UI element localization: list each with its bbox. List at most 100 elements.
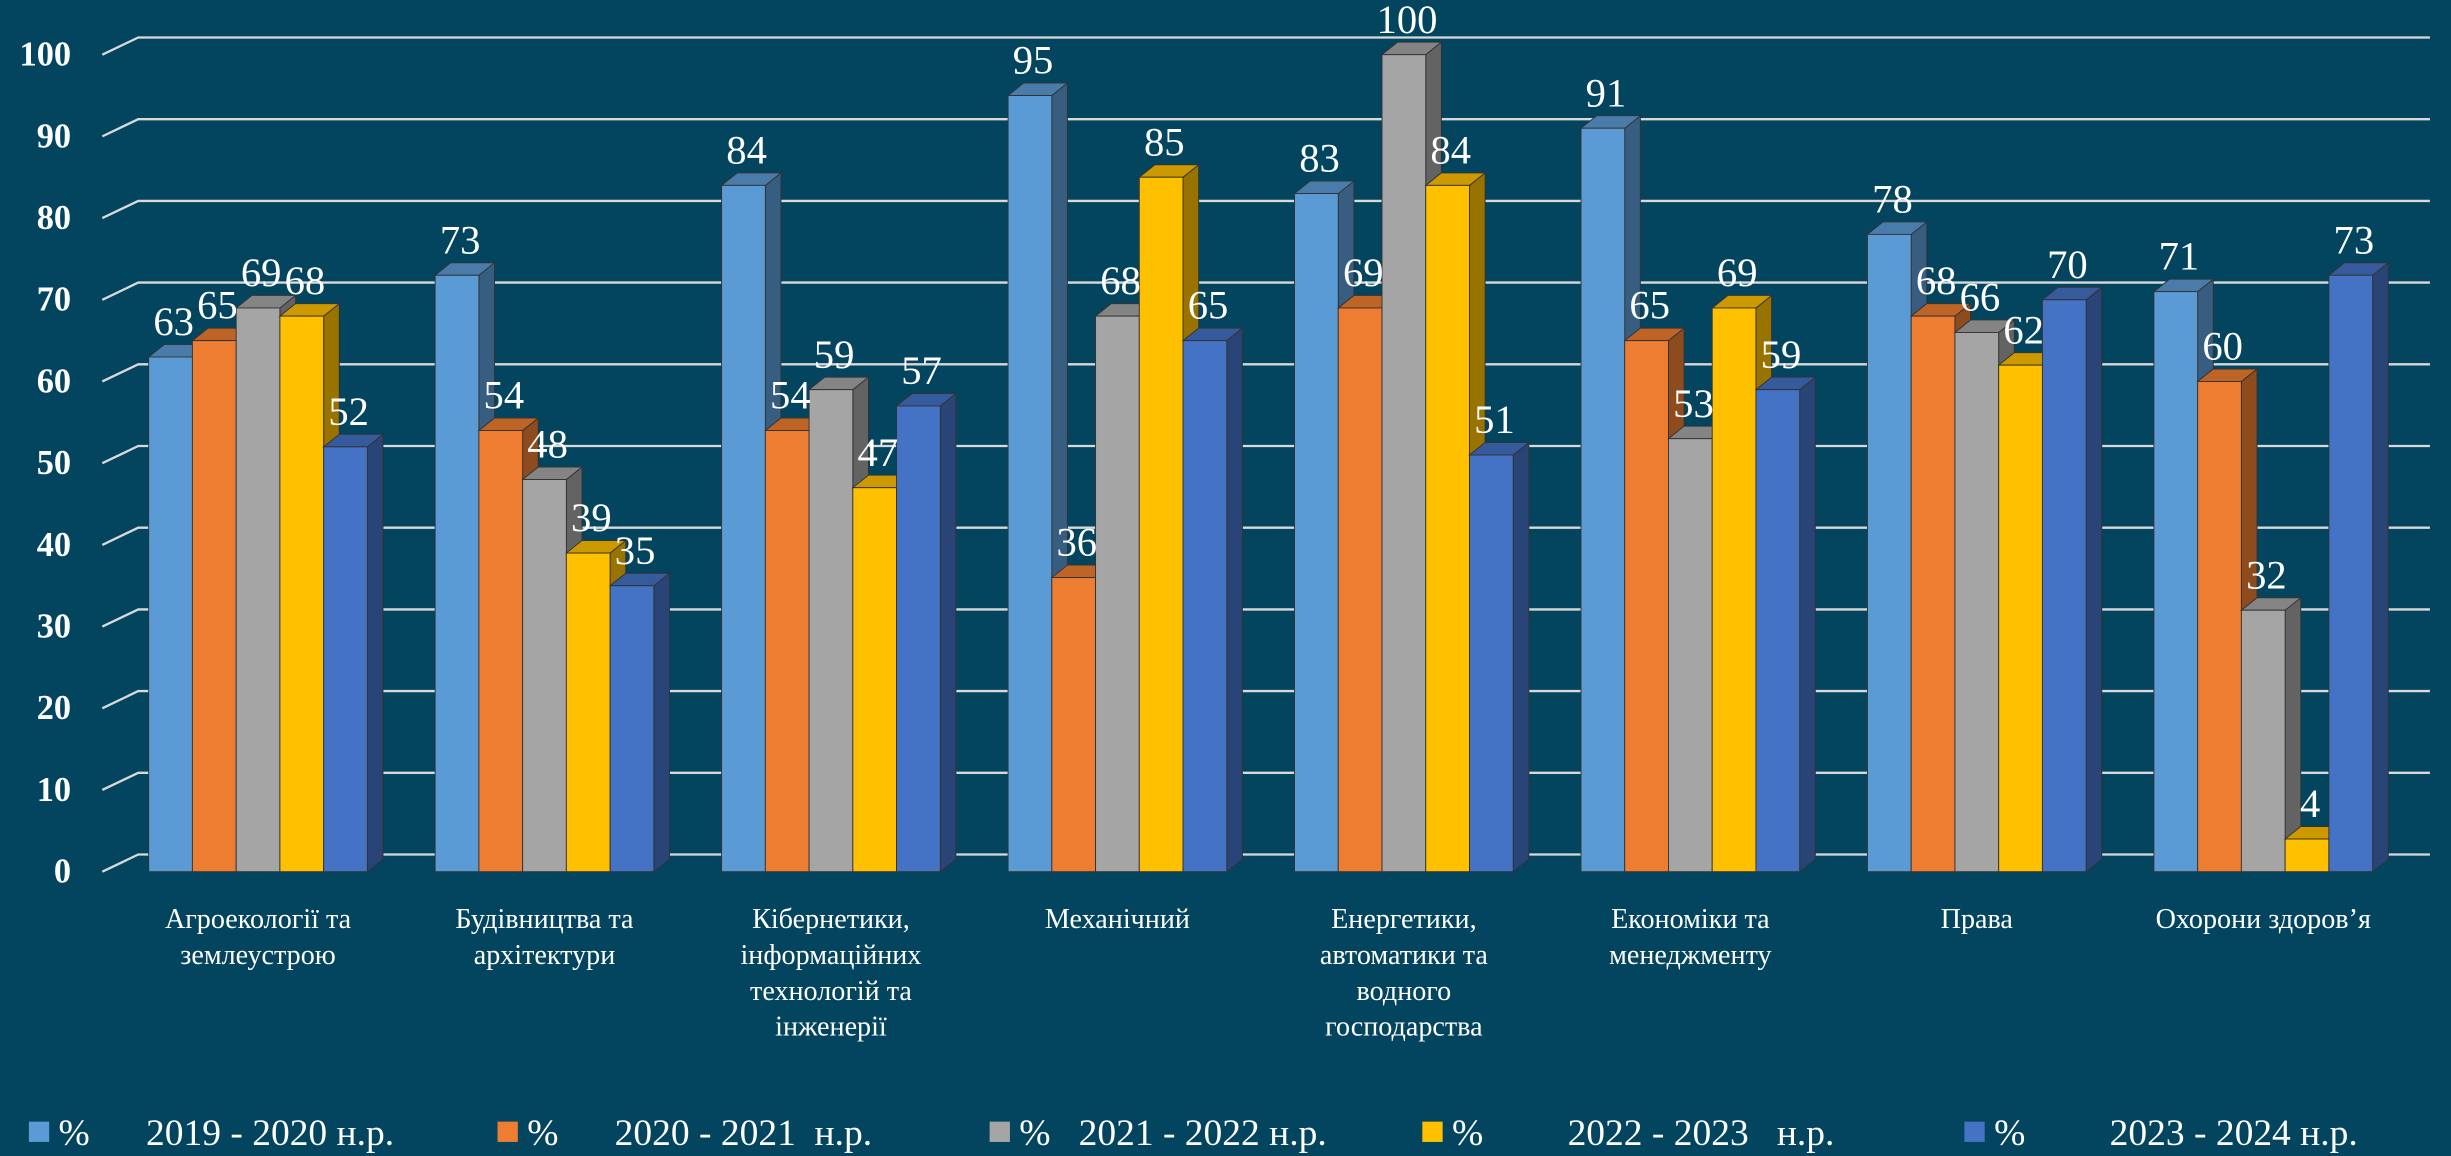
data-label: 4 (2300, 781, 2320, 826)
x-tick-label: Кібернетики, інформаційних технологій та… (740, 902, 922, 1042)
bar-side (2085, 286, 2103, 873)
data-label: 62 (2003, 307, 2044, 352)
y-tick-label: 70 (37, 281, 71, 319)
bar (2284, 838, 2330, 873)
x-tick-label: Агроекології та землеустрою (164, 902, 352, 971)
data-label: 59 (1761, 332, 1802, 377)
data-label: 54 (484, 373, 525, 418)
y-tick-label: 50 (37, 444, 71, 482)
grid-line (101, 36, 2430, 56)
x-tick-label-box: Будівництва та архітектури (455, 902, 634, 971)
bar (764, 430, 810, 873)
y-tick-label: 40 (37, 526, 71, 564)
data-label: 36 (1056, 520, 1097, 565)
x-tick-label: Механічний (1044, 902, 1190, 935)
grid-line (101, 281, 2430, 301)
bar (1910, 315, 1956, 873)
bar (1095, 315, 1140, 873)
bar (1580, 127, 1626, 873)
data-label: 68 (285, 258, 326, 303)
bar-side (653, 572, 670, 873)
x-tick-label-box: Агроекології та землеустрою (164, 902, 352, 971)
legend-swatch (989, 1121, 1010, 1142)
bar (2197, 381, 2242, 873)
x-tick-label-box: Права (1940, 902, 2013, 935)
bar (434, 274, 480, 873)
legend-label: % 2023 - 2024 н.р. (1994, 1113, 2358, 1154)
data-label: 95 (1013, 38, 1054, 83)
y-tick-label: 80 (37, 199, 71, 237)
x-tick-label: Охорони здоров’я (2155, 902, 2371, 935)
data-label: 68 (1100, 258, 1141, 303)
data-label: 60 (2202, 324, 2243, 369)
bar (522, 479, 567, 873)
data-label: 100 (1377, 0, 1438, 42)
bar (852, 487, 898, 873)
legend-swatch (497, 1121, 518, 1142)
bar (1711, 307, 1757, 873)
data-label: 68 (1916, 258, 1957, 303)
x-tick-label-box: Економіки та менеджменту (1609, 902, 1772, 971)
legend-swatch (1964, 1121, 1985, 1142)
data-label: 73 (2334, 217, 2375, 262)
bar (1294, 193, 1339, 873)
bar (1381, 54, 1427, 873)
y-tick-label: 20 (37, 689, 71, 727)
bar (2041, 299, 2087, 873)
data-label: 54 (770, 373, 811, 418)
bar (1182, 340, 1228, 873)
y-tick-label: 90 (37, 117, 71, 155)
data-label: 66 (1960, 275, 2001, 320)
bar (1337, 307, 1383, 873)
bar (1425, 184, 1470, 873)
data-label: 53 (1673, 381, 1714, 426)
bar-side (1799, 376, 1816, 873)
x-tick-label: Права (1940, 902, 2013, 935)
bar (1866, 233, 1912, 873)
data-label: 84 (1430, 128, 1471, 173)
data-label: 83 (1299, 136, 1340, 181)
data-label: 57 (901, 348, 942, 393)
grid-line (101, 199, 2430, 220)
bar (1624, 340, 1669, 873)
bar (1998, 364, 2043, 873)
data-label: 51 (1474, 397, 1515, 442)
data-label: 70 (2047, 242, 2088, 287)
y-tick-label: 0 (54, 853, 71, 891)
grid-line (101, 118, 2430, 138)
bar (478, 430, 524, 873)
bar (2153, 291, 2199, 873)
bar (808, 389, 854, 873)
data-label: 35 (615, 528, 656, 573)
bar (191, 340, 237, 873)
legend-swatch (1422, 1121, 1443, 1142)
data-label: 65 (197, 283, 238, 328)
x-tick-label-box: Кібернетики, інформаційних технологій та… (740, 902, 922, 1042)
data-label: 71 (2159, 234, 2200, 279)
bar (1007, 95, 1053, 873)
bar (323, 446, 368, 873)
bar-side (2372, 261, 2389, 873)
y-tick-label: 100 (20, 36, 72, 74)
bar (279, 315, 325, 873)
bar (565, 552, 611, 873)
data-label: 65 (1629, 283, 1670, 328)
bar (2240, 609, 2286, 873)
data-label: 78 (1872, 177, 1913, 222)
data-label: 84 (726, 128, 767, 173)
data-label: 91 (1586, 70, 1627, 115)
legend-label: % 2022 - 2023 н.р. (1452, 1113, 1834, 1154)
data-label: 65 (1188, 283, 1229, 328)
legend-label: % 2021 - 2022 н.р. (1019, 1113, 1326, 1154)
bar-side (939, 392, 957, 873)
data-label: 85 (1144, 119, 1185, 164)
bar (896, 405, 941, 873)
x-tick-label: Будівництва та архітектури (455, 902, 634, 971)
bar-side (1512, 441, 1530, 873)
bar (1469, 454, 1514, 873)
data-label: 69 (241, 250, 282, 295)
data-label: 47 (858, 430, 899, 475)
bar (1954, 331, 2000, 873)
x-tick-label: Економіки та менеджменту (1609, 902, 1772, 971)
